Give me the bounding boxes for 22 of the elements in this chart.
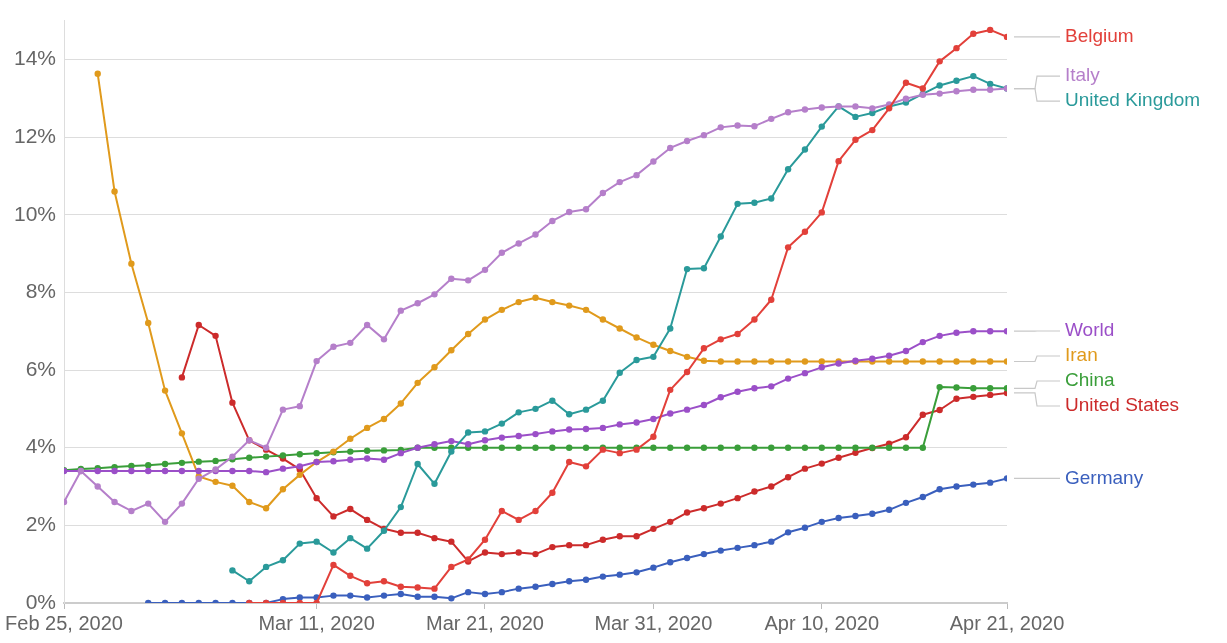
x-tick-label: Apr 10, 2020 — [764, 611, 880, 634]
x-tick-label: Mar 21, 2020 — [426, 611, 544, 634]
text: Germany — [1065, 466, 1144, 488]
text: United Kingdom — [1065, 89, 1201, 111]
text: World — [1065, 319, 1115, 341]
text: Italy — [1065, 64, 1101, 86]
y-tick-label: 10% — [14, 201, 57, 225]
y-tick-label: 12% — [14, 123, 57, 147]
x-tick-label: Apr 21, 2020 — [949, 611, 1065, 634]
y-tick-label: 14% — [14, 46, 57, 70]
y-tick-label: 8% — [25, 279, 57, 303]
x-tick-label: Feb 25, 2020 — [5, 611, 123, 634]
y-tick-label: 6% — [25, 356, 57, 380]
y-tick-label: 4% — [25, 434, 57, 458]
text: United States — [1065, 394, 1180, 416]
x-tick-label: Mar 31, 2020 — [594, 611, 713, 634]
y-tick-label: 0% — [25, 589, 57, 613]
y-tick-label: 2% — [25, 512, 57, 536]
text: Iran — [1065, 344, 1098, 366]
text: China — [1065, 369, 1116, 391]
text: Belgium — [1065, 25, 1134, 47]
x-tick-label: Mar 11, 2020 — [258, 611, 375, 634]
